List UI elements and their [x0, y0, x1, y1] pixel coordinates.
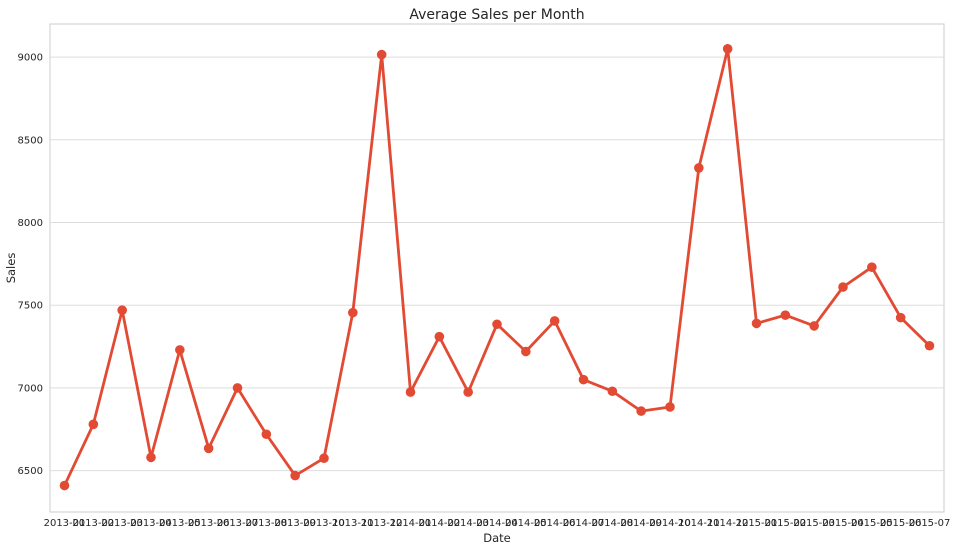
x-tick-labels: 2013-012013-022013-032013-042013-052013-…	[44, 518, 951, 529]
chart-title: Average Sales per Month	[409, 7, 584, 23]
x-tick-label: 2014-01	[390, 518, 432, 529]
x-tick-label: 2013-11	[332, 518, 374, 529]
data-point	[59, 480, 70, 491]
data-point	[290, 470, 300, 481]
y-tick-label: 8000	[18, 218, 43, 229]
data-point	[578, 374, 589, 385]
plot-area	[49, 23, 945, 513]
x-tick-label: 2014-04	[476, 518, 518, 529]
x-tick-label: 2014-05	[505, 518, 547, 529]
data-point	[319, 453, 329, 464]
data-point	[175, 345, 185, 355]
x-tick-label: 2013-05	[159, 518, 201, 529]
x-tick-label: 2013-07	[217, 518, 259, 529]
series-layer	[59, 44, 935, 491]
data-point	[722, 44, 733, 54]
x-tick-label: 2013-09	[274, 518, 316, 529]
x-tick-label: 2015-02	[764, 518, 806, 529]
y-tick-label: 6500	[18, 466, 43, 477]
data-point	[232, 383, 243, 393]
x-tick-label: 2015-03	[793, 518, 835, 529]
x-tick-label: 2013-03	[101, 518, 143, 529]
y-tick-label: 7500	[18, 301, 43, 312]
data-point	[809, 321, 819, 331]
data-point	[751, 318, 762, 329]
data-point	[694, 163, 704, 173]
data-point	[521, 346, 531, 357]
x-tick-label: 2014-02	[418, 518, 460, 529]
data-point	[549, 316, 560, 326]
data-point	[665, 402, 675, 412]
data-point	[867, 262, 877, 272]
data-point	[463, 387, 473, 397]
data-point	[88, 419, 99, 430]
data-point	[405, 387, 416, 397]
y-axis-title: Sales	[4, 253, 18, 284]
x-tick-label: 2013-10	[303, 518, 345, 529]
data-point	[838, 282, 848, 292]
x-tick-label: 2013-04	[130, 518, 172, 529]
data-point	[492, 319, 502, 330]
y-tick-labels: 6500 7000 7500 8000 8500 9000	[18, 53, 43, 478]
x-tick-label: 2013-01	[44, 518, 86, 529]
data-point	[203, 443, 214, 454]
data-point	[261, 429, 272, 440]
data-point	[434, 331, 445, 342]
y-tick-label: 7000	[18, 383, 43, 394]
x-tick-label: 2013-06	[188, 518, 230, 529]
y-tick-label: 8500	[18, 135, 43, 146]
data-point	[780, 310, 791, 320]
x-tick-label: 2014-11	[678, 518, 720, 529]
x-tick-label: 2014-06	[534, 518, 576, 529]
y-tick-label: 9000	[18, 53, 43, 64]
x-tick-label: 2014-03	[447, 518, 489, 529]
data-point	[607, 386, 618, 397]
x-tick-label: 2014-07	[563, 518, 605, 529]
data-point	[376, 49, 387, 60]
data-point	[146, 452, 156, 463]
x-tick-label: 2013-02	[72, 518, 114, 529]
x-tick-label: 2014-12	[707, 518, 749, 529]
x-tick-label: 2014-08	[591, 518, 633, 529]
gridlines	[50, 56, 944, 472]
data-point	[117, 305, 127, 315]
data-point	[924, 340, 935, 351]
x-tick-label: 2015-01	[736, 518, 778, 529]
data-point	[636, 406, 646, 416]
x-tick-label: 2015-07	[909, 518, 951, 529]
x-tick-label: 2015-05	[851, 518, 893, 529]
x-tick-label: 2014-09	[620, 518, 662, 529]
data-point	[895, 312, 906, 323]
x-tick-label: 2015-06	[880, 518, 922, 529]
x-tick-label: 2015-04	[822, 518, 864, 529]
x-tick-label: 2013-08	[245, 518, 287, 529]
x-tick-label: 2013-12	[361, 518, 403, 529]
x-axis-title: Date	[483, 531, 511, 545]
data-point	[348, 307, 358, 318]
x-tick-label: 2014-10	[649, 518, 691, 529]
